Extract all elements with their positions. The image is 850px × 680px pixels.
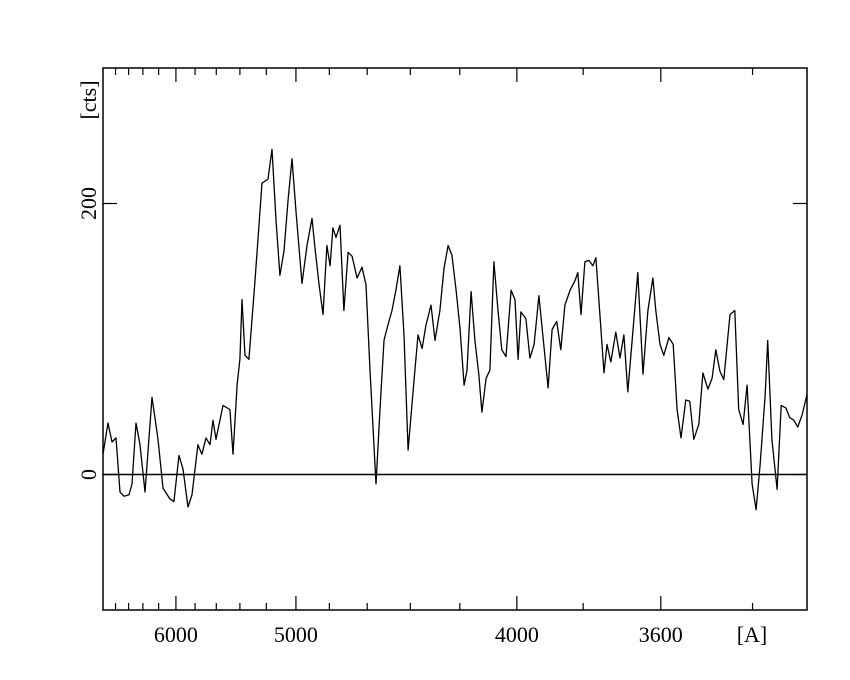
x-axis-label: [A] [737,622,768,647]
spectrum-line [102,148,808,511]
x-tick-label: 3600 [639,622,683,647]
plot-frame [102,67,808,611]
x-tick-label: 6000 [154,622,198,647]
y-axis-label: [cts] [76,80,101,119]
x-tick-label: 5000 [274,622,318,647]
y-tick-label: 200 [76,187,101,220]
x-tick-label: 4000 [495,622,539,647]
y-tick-label: 0 [76,469,101,480]
